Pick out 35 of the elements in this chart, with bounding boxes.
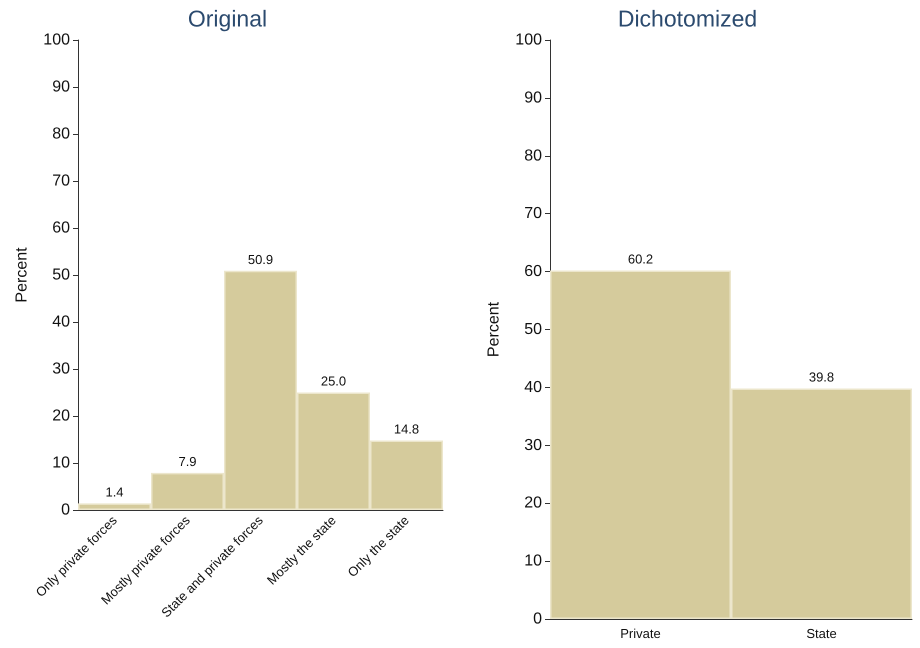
y-tick-label: 80 — [524, 147, 542, 164]
y-axis-title: Percent — [14, 246, 30, 303]
x-tick-label: State — [806, 626, 837, 641]
y-tick-label: 80 — [52, 126, 70, 142]
y-tick-label: 20 — [524, 494, 542, 512]
y-tick-label: 100 — [43, 32, 70, 48]
y-tick-label: 90 — [52, 78, 70, 96]
y-tick-label: 20 — [52, 408, 70, 424]
y-tick-label: 30 — [52, 360, 70, 378]
y-tick-label: 90 — [524, 89, 542, 106]
y-tick-label: 70 — [524, 205, 542, 222]
data-label: 39.8 — [808, 370, 834, 385]
y-axis-title: Percent — [486, 301, 502, 358]
data-label: 7.9 — [178, 454, 197, 469]
y-tick-label: 100 — [515, 32, 542, 48]
chart-title: Original — [188, 6, 268, 32]
data-label: 50.9 — [248, 252, 274, 267]
y-tick-label: 50 — [52, 266, 70, 284]
y-tick-label: 70 — [52, 172, 70, 190]
y-tick-label: 0 — [61, 502, 70, 518]
y-tick-label: 40 — [52, 314, 70, 330]
y-tick-label: 10 — [524, 552, 542, 570]
y-tick-label: 40 — [524, 378, 542, 396]
chart-title: Dichotomized — [618, 6, 758, 32]
x-tick-label: Private — [620, 626, 661, 641]
y-tick-label: 30 — [524, 436, 542, 454]
y-tick-label: 0 — [533, 610, 542, 628]
y-tick-label: 10 — [52, 454, 70, 472]
y-tick-label: 50 — [524, 321, 542, 338]
y-tick-label: 60 — [524, 263, 542, 280]
y-tick-label: 60 — [52, 220, 70, 236]
data-label: 1.4 — [105, 484, 124, 500]
data-label: 25.0 — [320, 374, 346, 388]
data-label: 14.8 — [394, 421, 420, 436]
data-label: 60.2 — [628, 251, 654, 266]
